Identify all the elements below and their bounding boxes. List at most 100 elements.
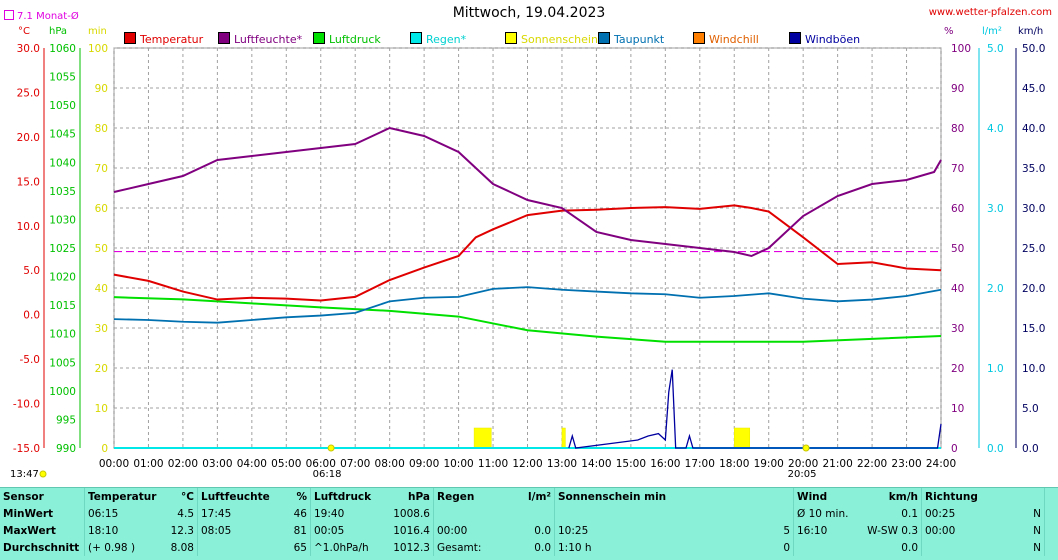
wind-tick-label: 25.0 — [1022, 243, 1045, 255]
stats-header-temp: Temperatur — [85, 488, 162, 505]
time-tick-label: 08:00 — [375, 458, 405, 470]
stats-cell: 5 — [734, 522, 793, 539]
pressure-tick-label: 1020 — [49, 272, 76, 284]
temp-tick-label: -15.0 — [13, 443, 40, 455]
time-tick-label: 21:00 — [822, 458, 852, 470]
stats-cell: 1:10 h — [555, 539, 735, 556]
time-tick-label: 02:00 — [168, 458, 198, 470]
pressure-tick-label: 990 — [56, 443, 76, 455]
time-tick-label: 17:00 — [685, 458, 715, 470]
humidity-tick-label: 40 — [951, 283, 964, 295]
pressure-tick-label: 1030 — [49, 214, 76, 226]
stats-header-rain: Regen — [434, 488, 511, 505]
humidity-tick-label: 10 — [951, 403, 964, 415]
wind-tick-label: 20.0 — [1022, 283, 1045, 295]
time-tick-label: 00:00 — [99, 458, 129, 470]
stats-cell: (+ 0.98 ) — [85, 539, 162, 556]
time-tick-label: 16:00 — [650, 458, 680, 470]
time-tick-label: 09:00 — [409, 458, 439, 470]
stats-header-sensor: Sensor — [0, 488, 85, 505]
temp-tick-label: 30.0 — [17, 43, 40, 55]
stats-cell: 17:45 — [198, 505, 275, 522]
stats-cell: 0.0 — [510, 539, 555, 556]
statistics-table: Sensor Temperatur °C Luftfeuchte % Luftd… — [0, 487, 1058, 560]
stats-cell: 00:00 — [434, 522, 511, 539]
stats-header-wind: Wind — [794, 488, 861, 505]
pressure-tick-label: 1060 — [49, 43, 76, 55]
stats-cell: 0 — [734, 539, 793, 556]
stats-cell: 00:00 — [922, 522, 989, 539]
sunrise-marker — [328, 445, 334, 451]
sunshine-bar — [474, 428, 491, 448]
stats-header-rain-unit: l/m² — [510, 488, 555, 505]
wind-tick-label: 40.0 — [1022, 123, 1045, 135]
stats-cell — [510, 505, 555, 522]
pressure-tick-label: 1055 — [49, 72, 76, 84]
weather-chart: 30.025.020.015.010.05.00.0-5.0-10.0-15.0… — [0, 0, 1058, 487]
time-tick-label: 15:00 — [616, 458, 646, 470]
stats-cell: 1016.4 — [387, 522, 434, 539]
wind-tick-label: 0.0 — [1022, 443, 1039, 455]
sun-tick-label: 0 — [101, 443, 108, 455]
stats-cell: 65 — [274, 539, 311, 556]
time-tick-label: 12:00 — [512, 458, 542, 470]
pressure-tick-label: 1050 — [49, 100, 76, 112]
stats-cell: 08:05 — [198, 522, 275, 539]
stats-header-sun: Sonnenschein min — [555, 488, 794, 505]
sun-tick-label: 100 — [88, 43, 108, 55]
stats-cell: 16:10 — [794, 522, 861, 539]
stats-row-label: Durchschnitt — [0, 539, 85, 556]
stats-cell — [434, 505, 511, 522]
stats-wind-val: 0.3 — [901, 525, 918, 537]
pressure-tick-label: 1005 — [49, 357, 76, 369]
pressure-tick-label: 1040 — [49, 157, 76, 169]
rain-tick-label: 5.0 — [987, 43, 1004, 55]
time-tick-label: 24:00 — [926, 458, 956, 470]
stats-cell: 1012.3 — [387, 539, 434, 556]
stats-cell: Ø 10 min. — [794, 505, 861, 522]
time-tick-label: 19:00 — [754, 458, 784, 470]
stats-header-press-unit: hPa — [387, 488, 434, 505]
wind-tick-label: 15.0 — [1022, 323, 1045, 335]
stats-header-filler — [1045, 488, 1058, 505]
sun-tick-label: 10 — [95, 403, 108, 415]
wind-tick-label: 30.0 — [1022, 203, 1045, 215]
stats-header-dir-spacer — [988, 488, 1045, 505]
time-tick-label: 01:00 — [133, 458, 163, 470]
humidity-tick-label: 50 — [951, 243, 964, 255]
wind-tick-label: 5.0 — [1022, 403, 1039, 415]
rain-tick-label: 2.0 — [987, 283, 1004, 295]
stats-cell: N — [988, 505, 1045, 522]
wind-tick-label: 35.0 — [1022, 163, 1045, 175]
stats-filler — [1045, 539, 1058, 556]
sun-tick-label: 40 — [95, 283, 108, 295]
stats-cell: 1008.6 — [387, 505, 434, 522]
sun-tick-label: 50 — [95, 243, 108, 255]
stats-cell — [794, 539, 861, 556]
time-tick-label: 13:00 — [547, 458, 577, 470]
rain-tick-label: 0.0 — [987, 443, 1004, 455]
sun-tick-label: 20 — [95, 363, 108, 375]
time-tick-label: 05:00 — [271, 458, 301, 470]
stats-row-label: MaxWert — [0, 522, 85, 539]
time-tick-label: 23:00 — [891, 458, 921, 470]
stats-header-dir: Richtung — [922, 488, 989, 505]
stats-cell: 0.0 — [860, 539, 922, 556]
rain-tick-label: 4.0 — [987, 123, 1004, 135]
temp-tick-label: 25.0 — [17, 87, 40, 99]
stats-header-press: Luftdruck — [311, 488, 388, 505]
humidity-tick-label: 70 — [951, 163, 964, 175]
stats-cell: 8.08 — [161, 539, 198, 556]
pressure-tick-label: 1035 — [49, 186, 76, 198]
pressure-tick-label: 1045 — [49, 129, 76, 141]
stats-header-wind-unit: km/h — [860, 488, 922, 505]
sunshine-bar — [734, 428, 750, 448]
humidity-tick-label: 20 — [951, 363, 964, 375]
stats-cell: 06:15 — [85, 505, 162, 522]
temp-tick-label: 0.0 — [23, 310, 40, 322]
wind-tick-label: 45.0 — [1022, 83, 1045, 95]
time-tick-label: 14:00 — [581, 458, 611, 470]
stats-filler — [1045, 505, 1058, 522]
stats-cell: 00:25 — [922, 505, 989, 522]
time-tick-label: 11:00 — [478, 458, 508, 470]
